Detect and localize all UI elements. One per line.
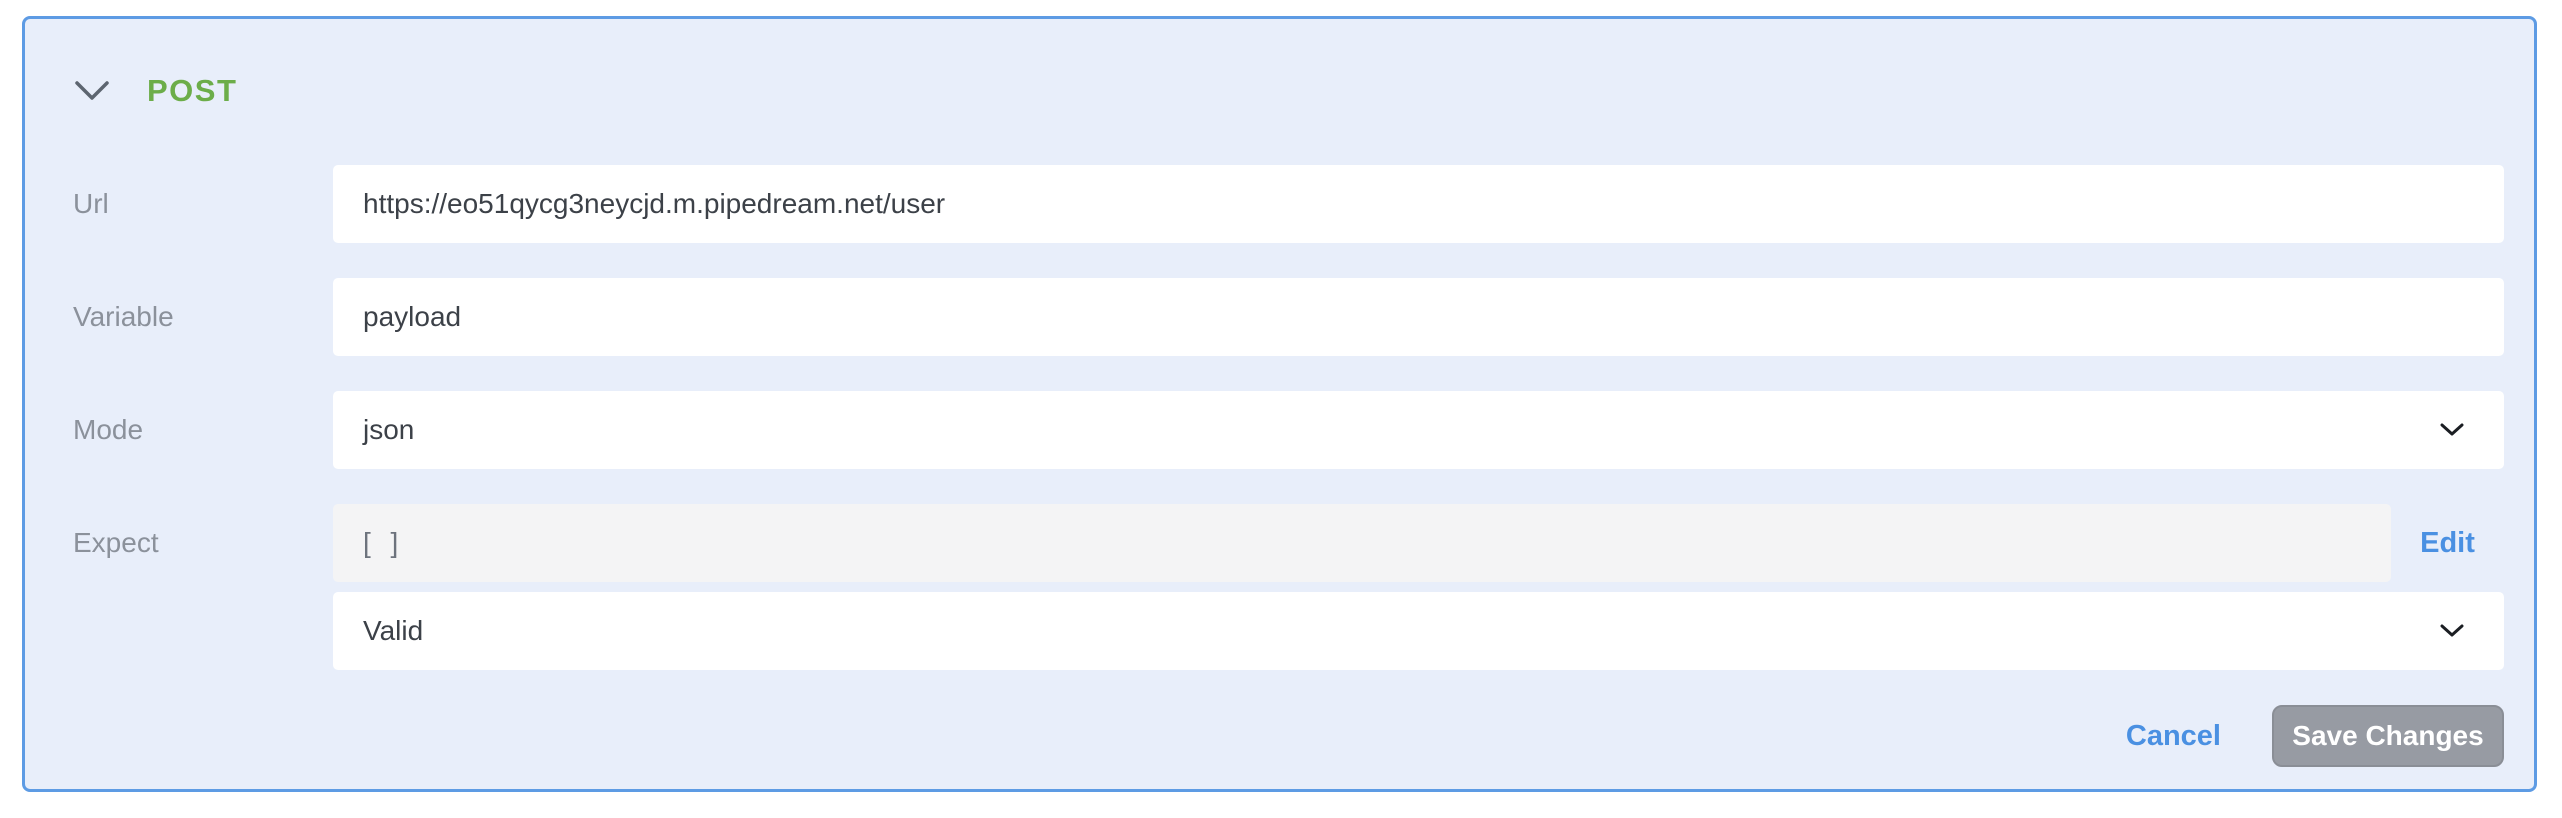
save-changes-button[interactable]: Save Changes bbox=[2272, 705, 2504, 767]
expect-field-area: [ ] Edit bbox=[333, 504, 2504, 582]
form-row-validity: Valid bbox=[73, 592, 2504, 670]
form-row-url: Url bbox=[73, 165, 2504, 243]
mode-select[interactable]: json bbox=[333, 391, 2504, 469]
step-config-form: Url Variable Mode json Exp bbox=[73, 165, 2504, 767]
variable-field-area bbox=[333, 278, 2504, 356]
validity-select-value: Valid bbox=[363, 615, 424, 646]
cancel-button[interactable]: Cancel bbox=[2125, 719, 2221, 752]
validity-select[interactable]: Valid bbox=[333, 592, 2504, 670]
expect-edit-link[interactable]: Edit bbox=[2420, 526, 2475, 559]
mode-field-area: json bbox=[333, 391, 2504, 469]
chevron-down-icon bbox=[2440, 624, 2464, 637]
expect-label: Expect bbox=[73, 527, 159, 558]
chevron-down-icon bbox=[75, 81, 109, 100]
form-actions: Cancel Save Changes bbox=[73, 705, 2504, 767]
collapse-toggle[interactable] bbox=[73, 71, 111, 111]
chevron-down-icon bbox=[2440, 423, 2464, 436]
url-label: Url bbox=[73, 188, 109, 219]
panel-header: POST bbox=[73, 71, 2504, 111]
variable-input[interactable] bbox=[333, 278, 2504, 356]
validity-field-area: Valid bbox=[333, 592, 2504, 670]
method-title: POST bbox=[147, 73, 238, 108]
expect-value-box: [ ] bbox=[333, 504, 2391, 582]
form-row-mode: Mode json bbox=[73, 391, 2504, 469]
mode-select-value: json bbox=[363, 414, 415, 445]
expect-value: [ ] bbox=[363, 527, 405, 558]
form-row-expect: Expect [ ] Edit bbox=[73, 504, 2504, 582]
mode-label: Mode bbox=[73, 414, 144, 445]
post-step-panel: POST Url Variable Mode json bbox=[22, 16, 2537, 792]
url-input[interactable] bbox=[333, 165, 2504, 243]
form-row-variable: Variable bbox=[73, 278, 2504, 356]
url-field-area bbox=[333, 165, 2504, 243]
variable-label: Variable bbox=[73, 301, 174, 332]
